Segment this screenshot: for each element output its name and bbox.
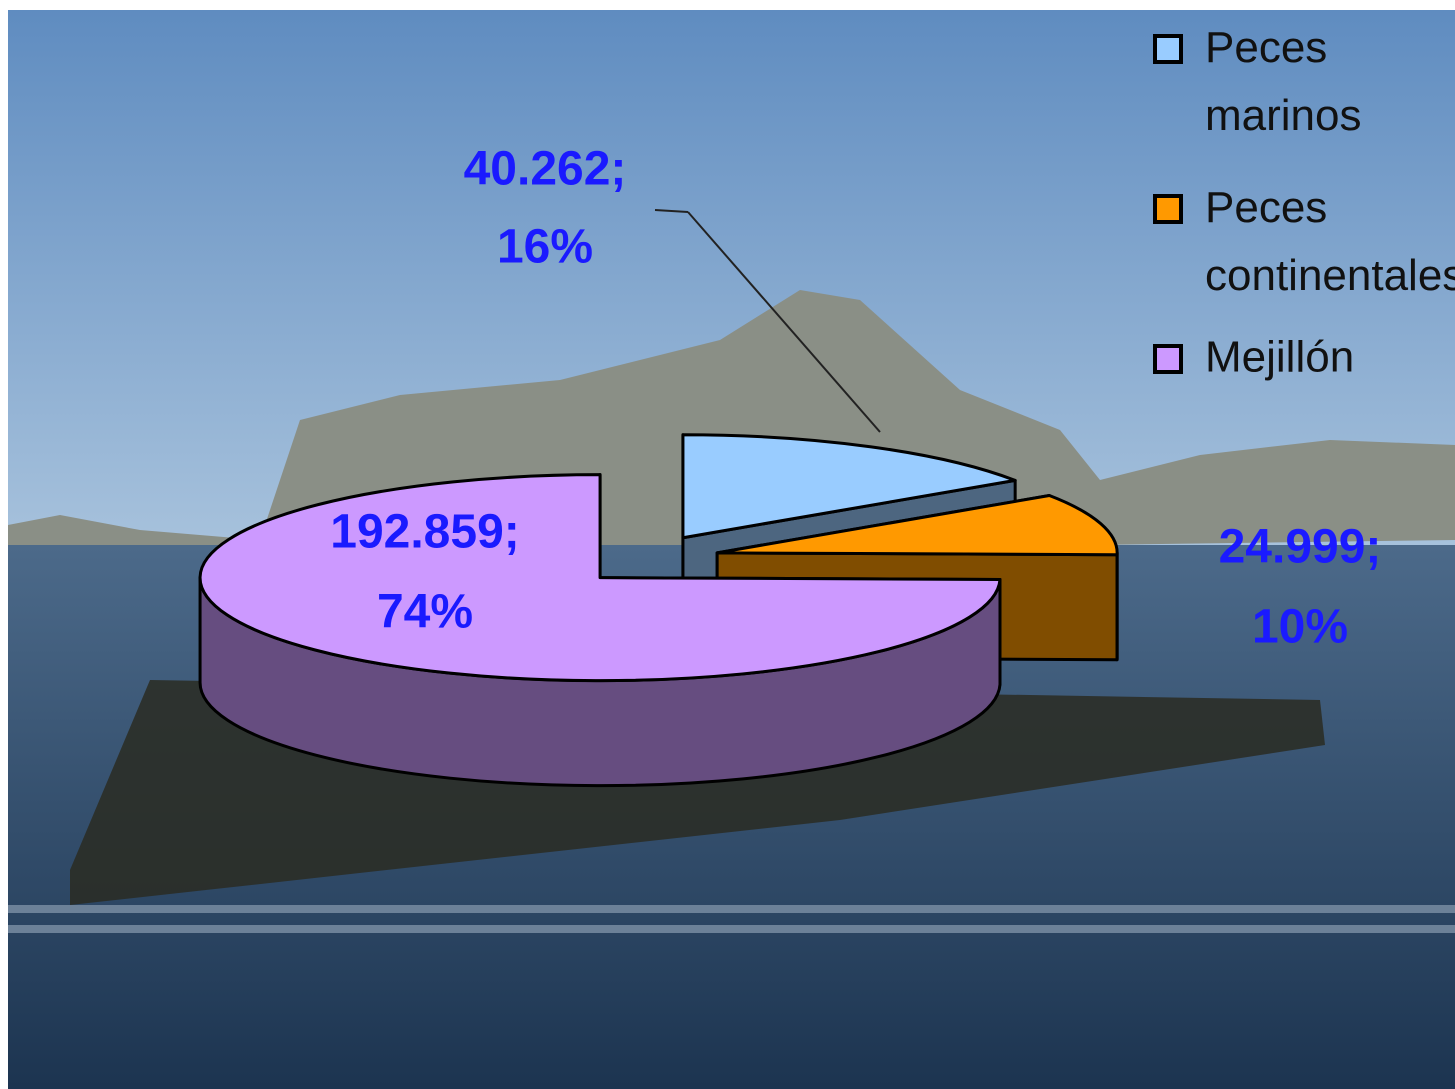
percent-label: 74% (377, 586, 473, 639)
pie (198, 433, 1119, 788)
legend-swatch (1153, 34, 1183, 64)
percent-label: 16% (497, 221, 593, 274)
legend-swatch (1153, 194, 1183, 224)
slice (198, 473, 1002, 683)
legend-swatch (1153, 344, 1183, 374)
slice (681, 433, 1017, 540)
value-label: 24.999; (1219, 521, 1382, 574)
value-label: 40.262; (464, 143, 627, 196)
leader-line (654, 209, 689, 213)
legend-label: Peces continentales (1205, 183, 1455, 300)
legend: Peces marinos Peces continentales Mejillón (1153, 23, 1455, 382)
percent-label: 10% (1252, 601, 1348, 654)
value-label: 192.859; (330, 506, 520, 559)
slice (715, 494, 1119, 557)
legend-label: Peces marinos (1205, 23, 1362, 140)
leader-line (687, 211, 881, 433)
legend-label: Mejillón (1205, 333, 1354, 382)
data-labels: 40.262; 16% 24.999; 10% 192.859; 74% (330, 143, 1381, 654)
